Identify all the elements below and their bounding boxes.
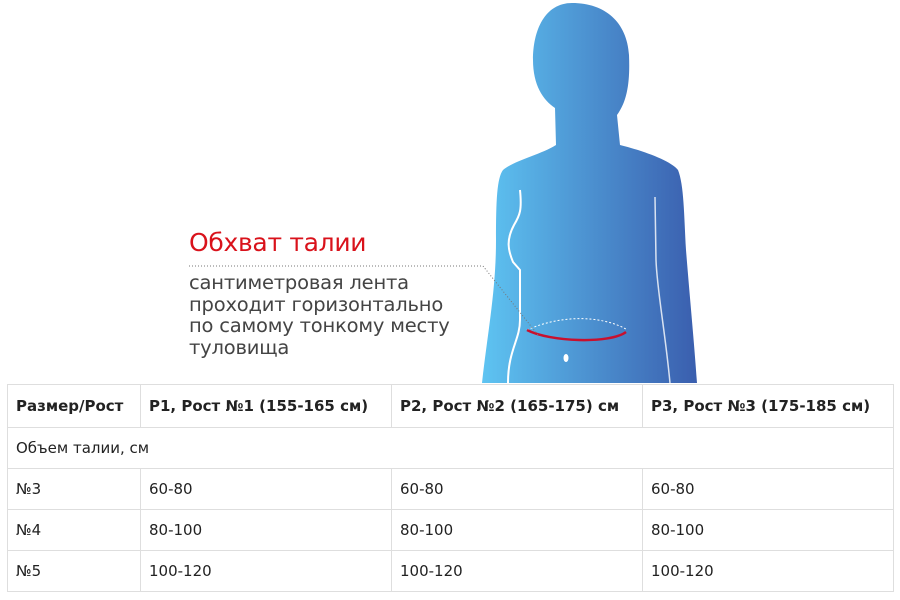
- size-cell: №5: [7, 550, 141, 592]
- waist-line: [526, 328, 627, 342]
- value-cell: 60-80: [642, 468, 894, 510]
- section-row: Объем талии, см: [7, 427, 894, 469]
- description-line: туловища: [189, 335, 290, 359]
- pointer-dotted-line: [189, 265, 539, 336]
- navel: [563, 354, 569, 362]
- description-line: проходит горизонтально: [189, 292, 444, 316]
- value-cell: 80-100: [642, 509, 894, 551]
- table-header-row: Размер/Рост Р1, Рост №1 (155-165 см) Р2,…: [7, 384, 894, 428]
- table-row: №4 80-100 80-100 80-100: [7, 509, 894, 551]
- illustration-description: сантиметровая лента проходит горизонталь…: [189, 272, 450, 358]
- body-silhouette: [189, 3, 697, 384]
- body-shape: [482, 3, 697, 383]
- header-cell: Р1, Рост №1 (155-165 см): [140, 384, 392, 428]
- value-cell: 100-120: [391, 550, 643, 592]
- value-cell: 80-100: [391, 509, 643, 551]
- table-row: №5 100-120 100-120 100-120: [7, 550, 894, 592]
- body-contour-line: [507, 189, 522, 384]
- size-cell: №3: [7, 468, 141, 510]
- arm-contour-line: [654, 196, 671, 384]
- header-cell: Р3, Рост №3 (175-185 см): [642, 384, 894, 428]
- table-row: №3 60-80 60-80 60-80: [7, 468, 894, 510]
- description-line: по самому тонкому месту: [189, 314, 450, 337]
- value-cell: 100-120: [642, 550, 894, 592]
- value-cell: 80-100: [140, 509, 392, 551]
- size-table: Размер/Рост Р1, Рост №1 (155-165 см) Р2,…: [7, 384, 894, 592]
- header-cell: Размер/Рост: [7, 384, 141, 428]
- value-cell: 60-80: [391, 468, 643, 510]
- waist-back-dotted: [526, 318, 627, 331]
- waist-measurement-illustration: Обхват талии сантиметровая лента проходи…: [189, 3, 697, 384]
- section-label: Объем талии, см: [7, 427, 894, 469]
- value-cell: 60-80: [140, 468, 392, 510]
- size-cell: №4: [7, 509, 141, 551]
- illustration-title: Обхват талии: [189, 228, 367, 257]
- description-line: сантиметровая лента: [189, 271, 409, 294]
- header-cell: Р2, Рост №2 (165-175) см: [391, 384, 643, 428]
- value-cell: 100-120: [140, 550, 392, 592]
